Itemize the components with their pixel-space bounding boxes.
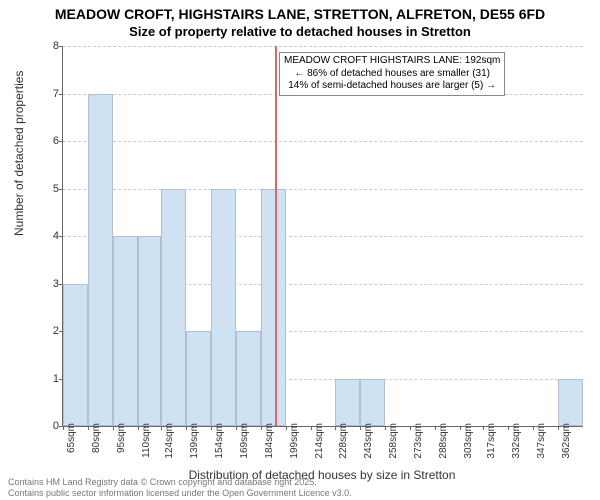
- xtick-mark: [138, 426, 139, 430]
- xtick-label: 169sqm: [239, 423, 250, 459]
- xtick-mark: [360, 426, 361, 430]
- bar: [236, 331, 261, 426]
- marker-line: [275, 46, 277, 426]
- xtick-mark: [410, 426, 411, 430]
- xtick-label: 80sqm: [91, 423, 102, 453]
- gridline: [63, 46, 583, 47]
- xtick-mark: [435, 426, 436, 430]
- chart-container: MEADOW CROFT, HIGHSTAIRS LANE, STRETTON,…: [0, 0, 600, 500]
- xtick-label: 228sqm: [338, 423, 349, 459]
- xtick-label: 110sqm: [141, 423, 152, 458]
- xtick-label: 288sqm: [438, 423, 449, 459]
- annotation-line: ← 86% of detached houses are smaller (31…: [284, 68, 500, 81]
- footer-line-1: Contains HM Land Registry data © Crown c…: [8, 477, 352, 487]
- ytick-label: 6: [41, 135, 59, 147]
- annotation-box: MEADOW CROFT HIGHSTAIRS LANE: 192sqm← 86…: [279, 52, 505, 96]
- xtick-label: 243sqm: [363, 423, 374, 459]
- xtick-mark: [558, 426, 559, 430]
- bar: [138, 236, 161, 426]
- xtick-mark: [186, 426, 187, 430]
- ytick-label: 2: [41, 325, 59, 337]
- xtick-mark: [483, 426, 484, 430]
- xtick-label: 65sqm: [66, 423, 77, 453]
- bar: [63, 284, 88, 427]
- xtick-label: 362sqm: [561, 423, 572, 459]
- title-line-1: MEADOW CROFT, HIGHSTAIRS LANE, STRETTON,…: [0, 0, 600, 24]
- ytick-label: 5: [41, 183, 59, 195]
- chart-area: 01234567865sqm80sqm95sqm110sqm124sqm139s…: [62, 46, 582, 426]
- xtick-label: 154sqm: [214, 423, 225, 459]
- bar: [558, 379, 583, 427]
- gridline: [63, 141, 583, 142]
- bar: [360, 379, 385, 427]
- bar: [161, 189, 186, 427]
- xtick-label: 317sqm: [486, 423, 497, 459]
- xtick-label: 303sqm: [463, 423, 474, 459]
- annotation-line: MEADOW CROFT HIGHSTAIRS LANE: 192sqm: [284, 55, 500, 68]
- xtick-mark: [335, 426, 336, 430]
- xtick-label: 214sqm: [314, 423, 325, 459]
- xtick-mark: [63, 426, 64, 430]
- ytick-label: 7: [41, 88, 59, 100]
- bar: [211, 189, 236, 427]
- bar: [186, 331, 211, 426]
- xtick-mark: [113, 426, 114, 430]
- ytick-mark: [59, 189, 63, 190]
- xtick-label: 199sqm: [289, 423, 300, 459]
- xtick-label: 139sqm: [189, 423, 200, 459]
- plot-area: 01234567865sqm80sqm95sqm110sqm124sqm139s…: [62, 46, 583, 427]
- xtick-label: 347sqm: [536, 423, 547, 459]
- xtick-mark: [508, 426, 509, 430]
- ytick-mark: [59, 46, 63, 47]
- xtick-mark: [211, 426, 212, 430]
- ytick-label: 4: [41, 230, 59, 242]
- bar: [88, 94, 113, 427]
- footer-line-2: Contains public sector information licen…: [8, 488, 352, 498]
- title-line-2: Size of property relative to detached ho…: [0, 24, 600, 40]
- xtick-label: 332sqm: [511, 423, 522, 459]
- ytick-label: 8: [41, 40, 59, 52]
- ytick-mark: [59, 236, 63, 237]
- xtick-mark: [88, 426, 89, 430]
- xtick-label: 258sqm: [388, 423, 399, 459]
- y-axis-label: Number of detached properties: [12, 71, 26, 236]
- gridline: [63, 189, 583, 190]
- footer-attribution: Contains HM Land Registry data © Crown c…: [8, 477, 352, 498]
- xtick-mark: [311, 426, 312, 430]
- xtick-label: 184sqm: [264, 423, 275, 459]
- ytick-mark: [59, 94, 63, 95]
- xtick-mark: [385, 426, 386, 430]
- xtick-label: 273sqm: [413, 423, 424, 459]
- ytick-mark: [59, 141, 63, 142]
- ytick-label: 0: [41, 420, 59, 432]
- xtick-label: 95sqm: [116, 423, 127, 453]
- xtick-mark: [533, 426, 534, 430]
- xtick-mark: [236, 426, 237, 430]
- xtick-label: 124sqm: [164, 423, 175, 459]
- bar: [113, 236, 138, 426]
- xtick-mark: [161, 426, 162, 430]
- xtick-mark: [261, 426, 262, 430]
- annotation-line: 14% of semi-detached houses are larger (…: [284, 80, 500, 93]
- xtick-mark: [460, 426, 461, 430]
- xtick-mark: [286, 426, 287, 430]
- chart-title: MEADOW CROFT, HIGHSTAIRS LANE, STRETTON,…: [0, 0, 600, 40]
- bar: [335, 379, 360, 427]
- ytick-label: 3: [41, 278, 59, 290]
- ytick-label: 1: [41, 373, 59, 385]
